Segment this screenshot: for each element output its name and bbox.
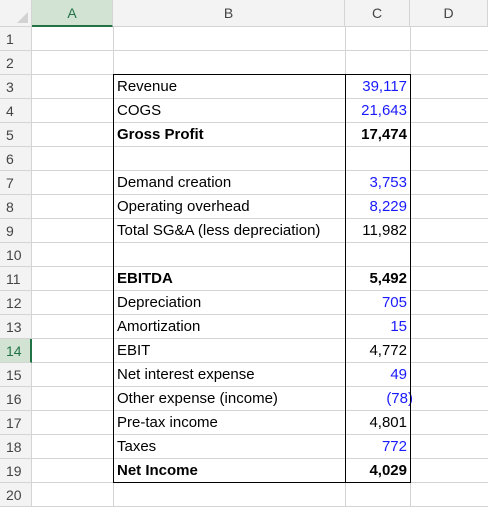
row-gridline xyxy=(32,98,488,99)
cell-c11[interactable]: 5,492 xyxy=(369,270,407,287)
row-gridline xyxy=(32,386,488,387)
row-gridline xyxy=(32,194,488,195)
column-header-b[interactable]: B xyxy=(113,0,345,27)
cell-border xyxy=(345,74,346,483)
row-gridline xyxy=(32,146,488,147)
cell-b4[interactable]: COGS xyxy=(117,102,162,119)
cell-b11[interactable]: EBITDA xyxy=(117,270,173,287)
row-header-2[interactable]: 2 xyxy=(0,51,32,75)
cell-c13[interactable]: 15 xyxy=(390,318,407,335)
cell-b18[interactable]: Taxes xyxy=(117,438,157,455)
cell-b12[interactable]: Depreciation xyxy=(117,294,202,311)
row-header-5[interactable]: 5 xyxy=(0,123,32,147)
row-gridline xyxy=(32,170,488,171)
row-header-11[interactable]: 11 xyxy=(0,267,32,291)
row-gridline xyxy=(32,290,488,291)
row-gridline xyxy=(32,362,488,363)
select-all-button[interactable] xyxy=(0,0,32,27)
row-gridline xyxy=(32,338,488,339)
cell-c12[interactable]: 705 xyxy=(381,294,407,311)
cell-c16[interactable]: (78) xyxy=(386,390,413,407)
cell-c9[interactable]: 11,982 xyxy=(362,222,407,239)
cell-b9[interactable]: Total SG&A (less depreciation) xyxy=(117,222,321,239)
cell-border xyxy=(113,74,114,483)
cell-c17[interactable]: 4,801 xyxy=(369,414,407,431)
cell-c18[interactable]: 772 xyxy=(381,438,407,455)
cell-c3[interactable]: 39,117 xyxy=(362,78,407,95)
row-gridline xyxy=(32,122,488,123)
cell-b14[interactable]: EBIT xyxy=(117,342,151,359)
row-gridline xyxy=(32,50,488,51)
row-header-15[interactable]: 15 xyxy=(0,363,32,387)
cell-b19[interactable]: Net Income xyxy=(117,462,198,479)
cell-c14[interactable]: 4,772 xyxy=(369,342,407,359)
row-header-3[interactable]: 3 xyxy=(0,75,32,99)
cell-b15[interactable]: Net interest expense xyxy=(117,366,255,383)
cell-border xyxy=(113,74,411,75)
row-header-12[interactable]: 12 xyxy=(0,291,32,315)
row-header-8[interactable]: 8 xyxy=(0,195,32,219)
select-all-icon xyxy=(17,12,28,23)
row-header-16[interactable]: 16 xyxy=(0,387,32,411)
row-gridline xyxy=(32,218,488,219)
cell-c15[interactable]: 49 xyxy=(390,366,407,383)
row-header-19[interactable]: 19 xyxy=(0,459,32,483)
row-header-10[interactable]: 10 xyxy=(0,243,32,267)
column-header-d[interactable]: D xyxy=(410,0,488,27)
cell-c5[interactable]: 17,474 xyxy=(361,126,407,143)
row-header-6[interactable]: 6 xyxy=(0,147,32,171)
row-header-9[interactable]: 9 xyxy=(0,219,32,243)
cell-c8[interactable]: 8,229 xyxy=(369,198,407,215)
row-header-7[interactable]: 7 xyxy=(0,171,32,195)
cell-c7[interactable]: 3,753 xyxy=(369,174,407,191)
cell-b5[interactable]: Gross Profit xyxy=(117,126,204,143)
row-header-14[interactable]: 14 xyxy=(0,339,32,363)
column-header-a[interactable]: A xyxy=(32,0,113,27)
row-header-4[interactable]: 4 xyxy=(0,99,32,123)
cell-b7[interactable]: Demand creation xyxy=(117,174,232,191)
cell-b8[interactable]: Operating overhead xyxy=(117,198,250,215)
row-gridline xyxy=(32,434,488,435)
row-header-13[interactable]: 13 xyxy=(0,315,32,339)
row-header-20[interactable]: 20 xyxy=(0,483,32,507)
row-gridline xyxy=(32,458,488,459)
cell-c19[interactable]: 4,029 xyxy=(369,462,407,479)
row-gridline xyxy=(32,266,488,267)
row-header-1[interactable]: 1 xyxy=(0,27,32,51)
cell-b3[interactable]: Revenue xyxy=(117,78,178,95)
row-gridline xyxy=(32,410,488,411)
cell-b16[interactable]: Other expense (income) xyxy=(117,390,278,407)
cell-border xyxy=(410,74,411,483)
row-gridline xyxy=(32,242,488,243)
cell-border xyxy=(113,482,411,483)
row-header-18[interactable]: 18 xyxy=(0,435,32,459)
row-header-17[interactable]: 17 xyxy=(0,411,32,435)
cell-c4[interactable]: 21,643 xyxy=(361,102,407,119)
row-gridline xyxy=(32,314,488,315)
cell-b13[interactable]: Amortization xyxy=(117,318,201,335)
cell-b17[interactable]: Pre-tax income xyxy=(117,414,218,431)
column-header-c[interactable]: C xyxy=(345,0,410,27)
